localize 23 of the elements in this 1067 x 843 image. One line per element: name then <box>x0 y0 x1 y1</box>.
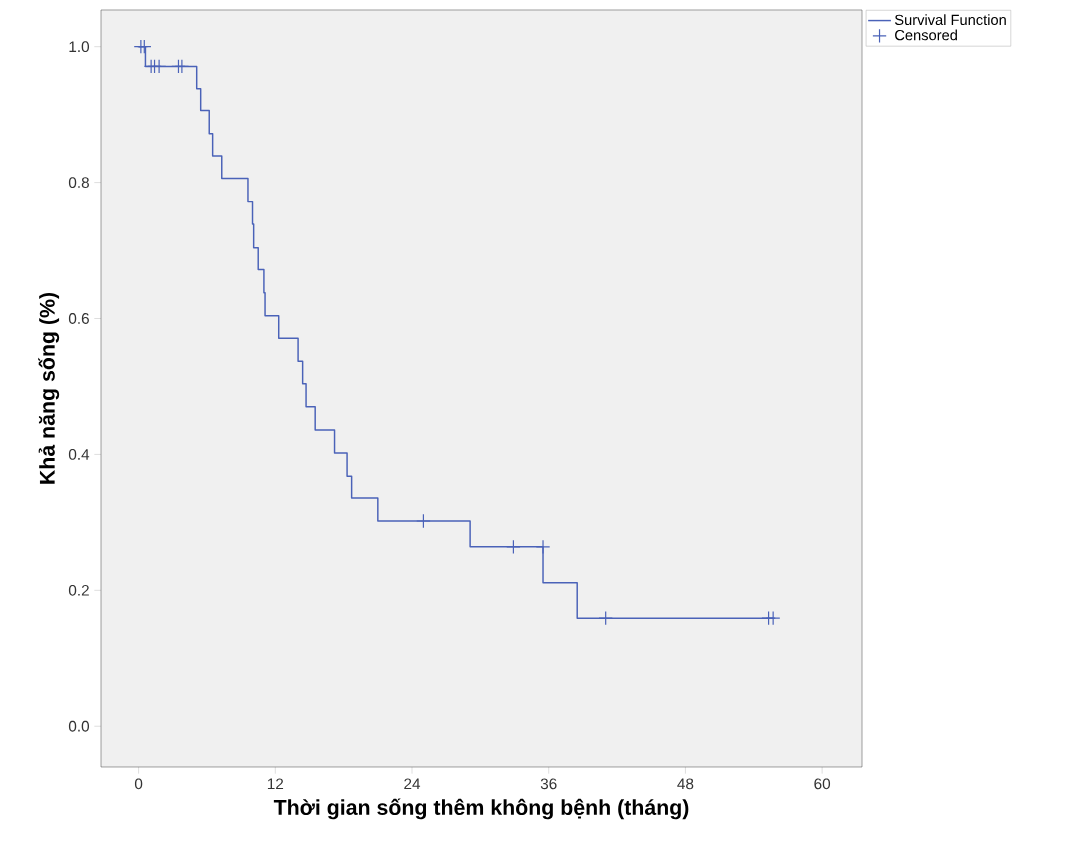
x-axis-title: Thời gian sống thêm không bệnh (tháng) <box>273 798 689 820</box>
legend-label: Censored <box>895 29 957 41</box>
y-tick-label: 0.2 <box>68 584 89 596</box>
x-tick-label: 0 <box>134 778 143 790</box>
point <box>765 610 781 626</box>
y-tick-label: 0.8 <box>68 177 89 189</box>
x-tick-label: 24 <box>404 778 421 790</box>
y-tick-label: 0.6 <box>68 313 89 324</box>
x-tick-label: 60 <box>814 778 831 790</box>
y-tick-label: 0.0 <box>68 720 90 732</box>
point <box>535 539 551 555</box>
y-tick-label: 1.0 <box>69 41 90 53</box>
y-tick-label: 0.4 <box>68 448 90 460</box>
point <box>506 539 521 555</box>
legend-label: Survival Function <box>894 14 1006 26</box>
x-tick-label: 48 <box>677 778 694 790</box>
x-tick-label: 12 <box>267 778 284 790</box>
x-tick-label: 36 <box>540 778 557 790</box>
y-axis-title: Khả năng sống (%) <box>38 292 60 484</box>
point <box>151 59 167 74</box>
point <box>174 59 190 74</box>
point <box>598 610 613 626</box>
point <box>416 513 431 529</box>
